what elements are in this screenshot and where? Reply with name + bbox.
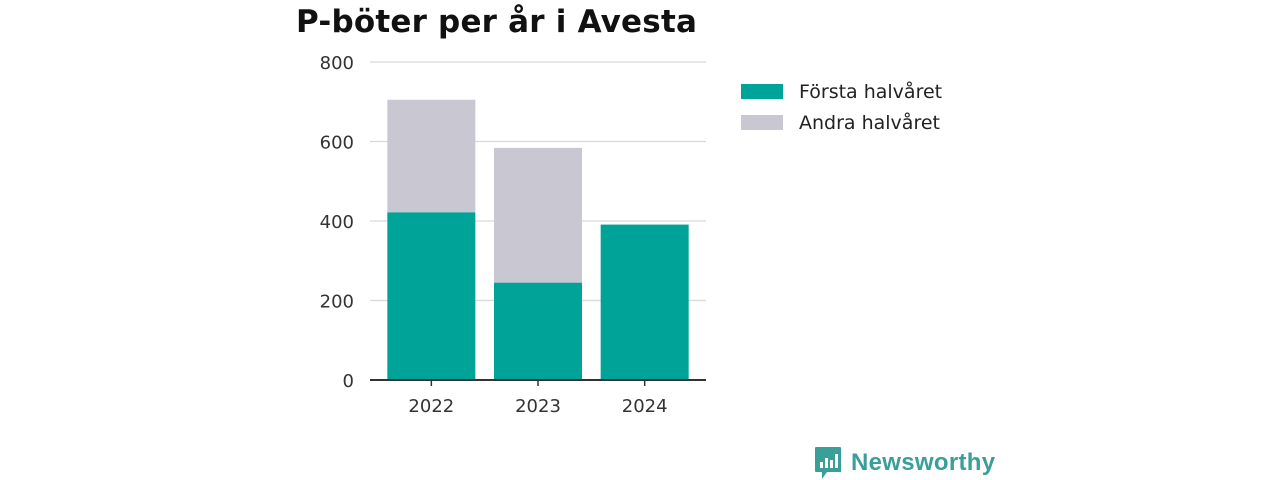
bar-2022-series-1 (387, 99, 476, 213)
legend-swatch-second-half (741, 115, 783, 130)
newsworthy-logo-icon (815, 447, 841, 479)
y-tick-label: 400 (320, 212, 354, 233)
brand-logo: Newsworthy (814, 446, 995, 480)
bar-2024-series-0 (600, 224, 689, 380)
y-tick-label: 0 (343, 371, 354, 392)
bar-2023-series-1 (494, 147, 582, 283)
legend-label-first-half: Första halvåret (799, 80, 943, 103)
y-tick-label: 200 (320, 292, 354, 313)
legend-item-first-half: Första halvåret (741, 76, 942, 107)
chart-title: P-böter per år i Avesta (296, 4, 698, 40)
legend-swatch-first-half (741, 84, 783, 99)
x-tick-label: 2023 (515, 396, 561, 417)
legend-item-second-half: Andra halvåret (741, 107, 942, 138)
axis-ticks: 0 200 400 600 800 2022 2023 2024 (320, 53, 668, 417)
y-tick-label: 800 (320, 53, 354, 74)
legend-label-second-half: Andra halvåret (799, 111, 940, 134)
y-tick-label: 600 (320, 133, 354, 154)
bars (387, 99, 689, 380)
brand-name: Newsworthy (851, 449, 996, 476)
bar-2022-series-0 (387, 212, 476, 380)
x-tick-label: 2024 (622, 396, 668, 417)
bar-2023-series-0 (494, 282, 582, 380)
legend: Första halvåret Andra halvåret (741, 76, 942, 138)
x-tick-label: 2022 (408, 396, 454, 417)
